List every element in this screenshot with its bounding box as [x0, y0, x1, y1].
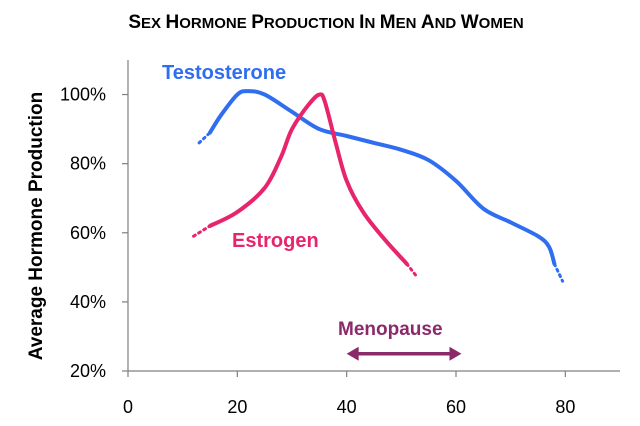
series-line-testosterone: [208, 89, 557, 266]
menopause-arrow-head-left: [346, 346, 359, 361]
y-tick-label: 80%: [70, 154, 106, 174]
menopause-arrow: [346, 346, 462, 361]
y-tick-label: 40%: [70, 292, 106, 312]
series-label-testosterone: Testosterone: [162, 62, 286, 84]
chart-title: SEX HORMONE PRODUCTION IN MEN AND WOMEN: [128, 12, 523, 33]
x-tick-label: 80: [555, 397, 575, 417]
y-tick-label: 100%: [60, 85, 106, 105]
series-line-dotted-end-testosterone: [552, 262, 565, 283]
menopause-arrow-head-right: [449, 346, 462, 361]
x-axis-ticks: 0 20 40 60 80: [123, 371, 575, 417]
x-tick-label: 60: [446, 397, 466, 417]
y-axis-title: Average Hormone Production: [26, 92, 47, 361]
series-label-estrogen: Estrogen: [232, 230, 319, 252]
series-line-estrogen: [208, 92, 409, 266]
series-line-dotted-start-estrogen: [192, 224, 212, 238]
series-estrogen: [192, 92, 420, 280]
series-line-dotted-end-estrogen: [405, 262, 420, 280]
series-testosterone: [197, 89, 565, 283]
series-layer: [192, 89, 565, 283]
x-tick-label: 20: [227, 397, 247, 417]
y-axis-ticks: 20% 40% 60% 80% 100%: [60, 85, 128, 381]
series-line-dotted-start-testosterone: [197, 131, 212, 145]
x-tick-label: 0: [123, 397, 133, 417]
menopause-label: Menopause: [338, 319, 443, 340]
y-tick-label: 20%: [70, 361, 106, 381]
annotation-layer: [346, 346, 462, 361]
x-tick-label: 40: [337, 397, 357, 417]
y-tick-label: 60%: [70, 223, 106, 243]
axes: [127, 60, 620, 372]
